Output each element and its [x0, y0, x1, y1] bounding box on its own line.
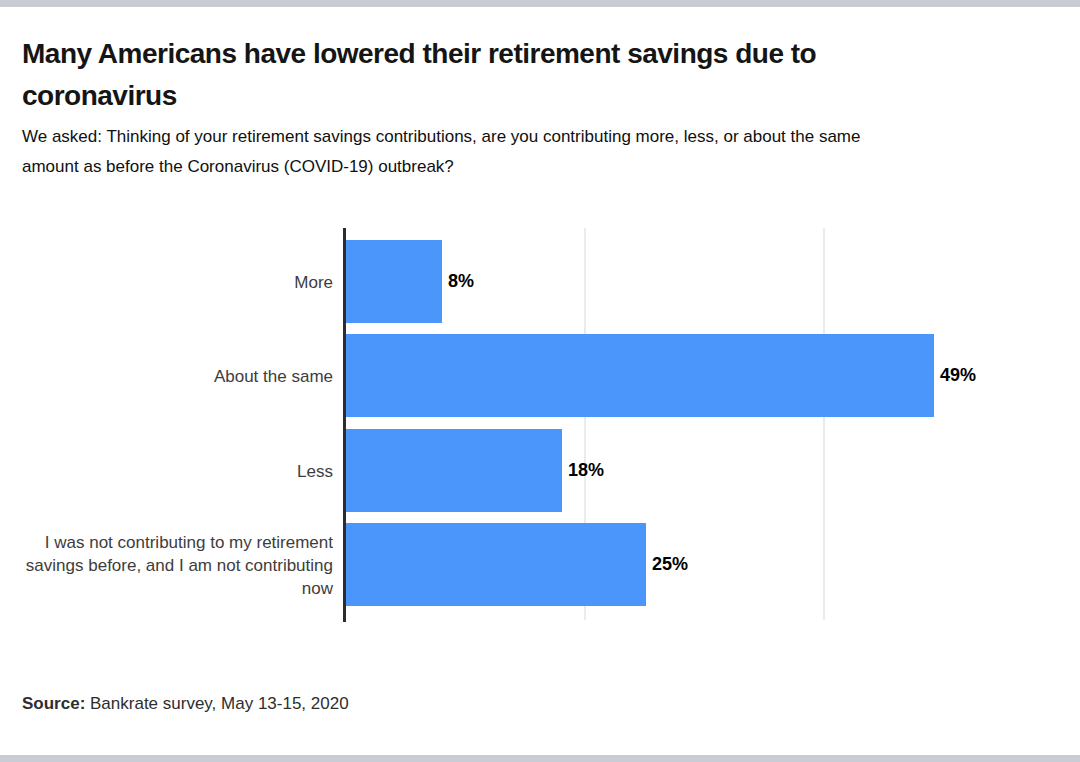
bar-more: [346, 240, 442, 323]
chart-subtitle: We asked: Thinking of your retirement sa…: [22, 122, 892, 182]
category-label: Less: [11, 459, 333, 482]
value-label: 8%: [448, 240, 474, 323]
bar-less: [346, 429, 562, 512]
bar-not-contributing: [346, 523, 646, 606]
value-label: 49%: [940, 334, 976, 417]
bar-row-less: Less 18%: [0, 429, 1080, 512]
value-label: 18%: [568, 429, 604, 512]
bar-row-more: More 8%: [0, 240, 1080, 323]
source-text: Bankrate survey, May 13-15, 2020: [85, 694, 348, 713]
source-note: Source: Bankrate survey, May 13-15, 2020: [22, 694, 349, 714]
category-label: About the same: [11, 364, 333, 387]
value-label: 25%: [652, 523, 688, 606]
source-label: Source:: [22, 694, 85, 713]
infographic-page: Many Americans have lowered their retire…: [0, 0, 1080, 762]
chart-title: Many Americans have lowered their retire…: [22, 33, 922, 117]
bar-chart: More 8% About the same 49% Less 18% I wa…: [0, 228, 1080, 622]
bar-row-about-the-same: About the same 49%: [0, 334, 1080, 417]
bar-about-the-same: [346, 334, 934, 417]
category-label: More: [11, 270, 333, 293]
category-label: I was not contributing to my retirement …: [11, 530, 333, 599]
bar-row-not-contributing: I was not contributing to my retirement …: [0, 523, 1080, 606]
top-border: [0, 0, 1080, 7]
bottom-border: [0, 755, 1080, 762]
